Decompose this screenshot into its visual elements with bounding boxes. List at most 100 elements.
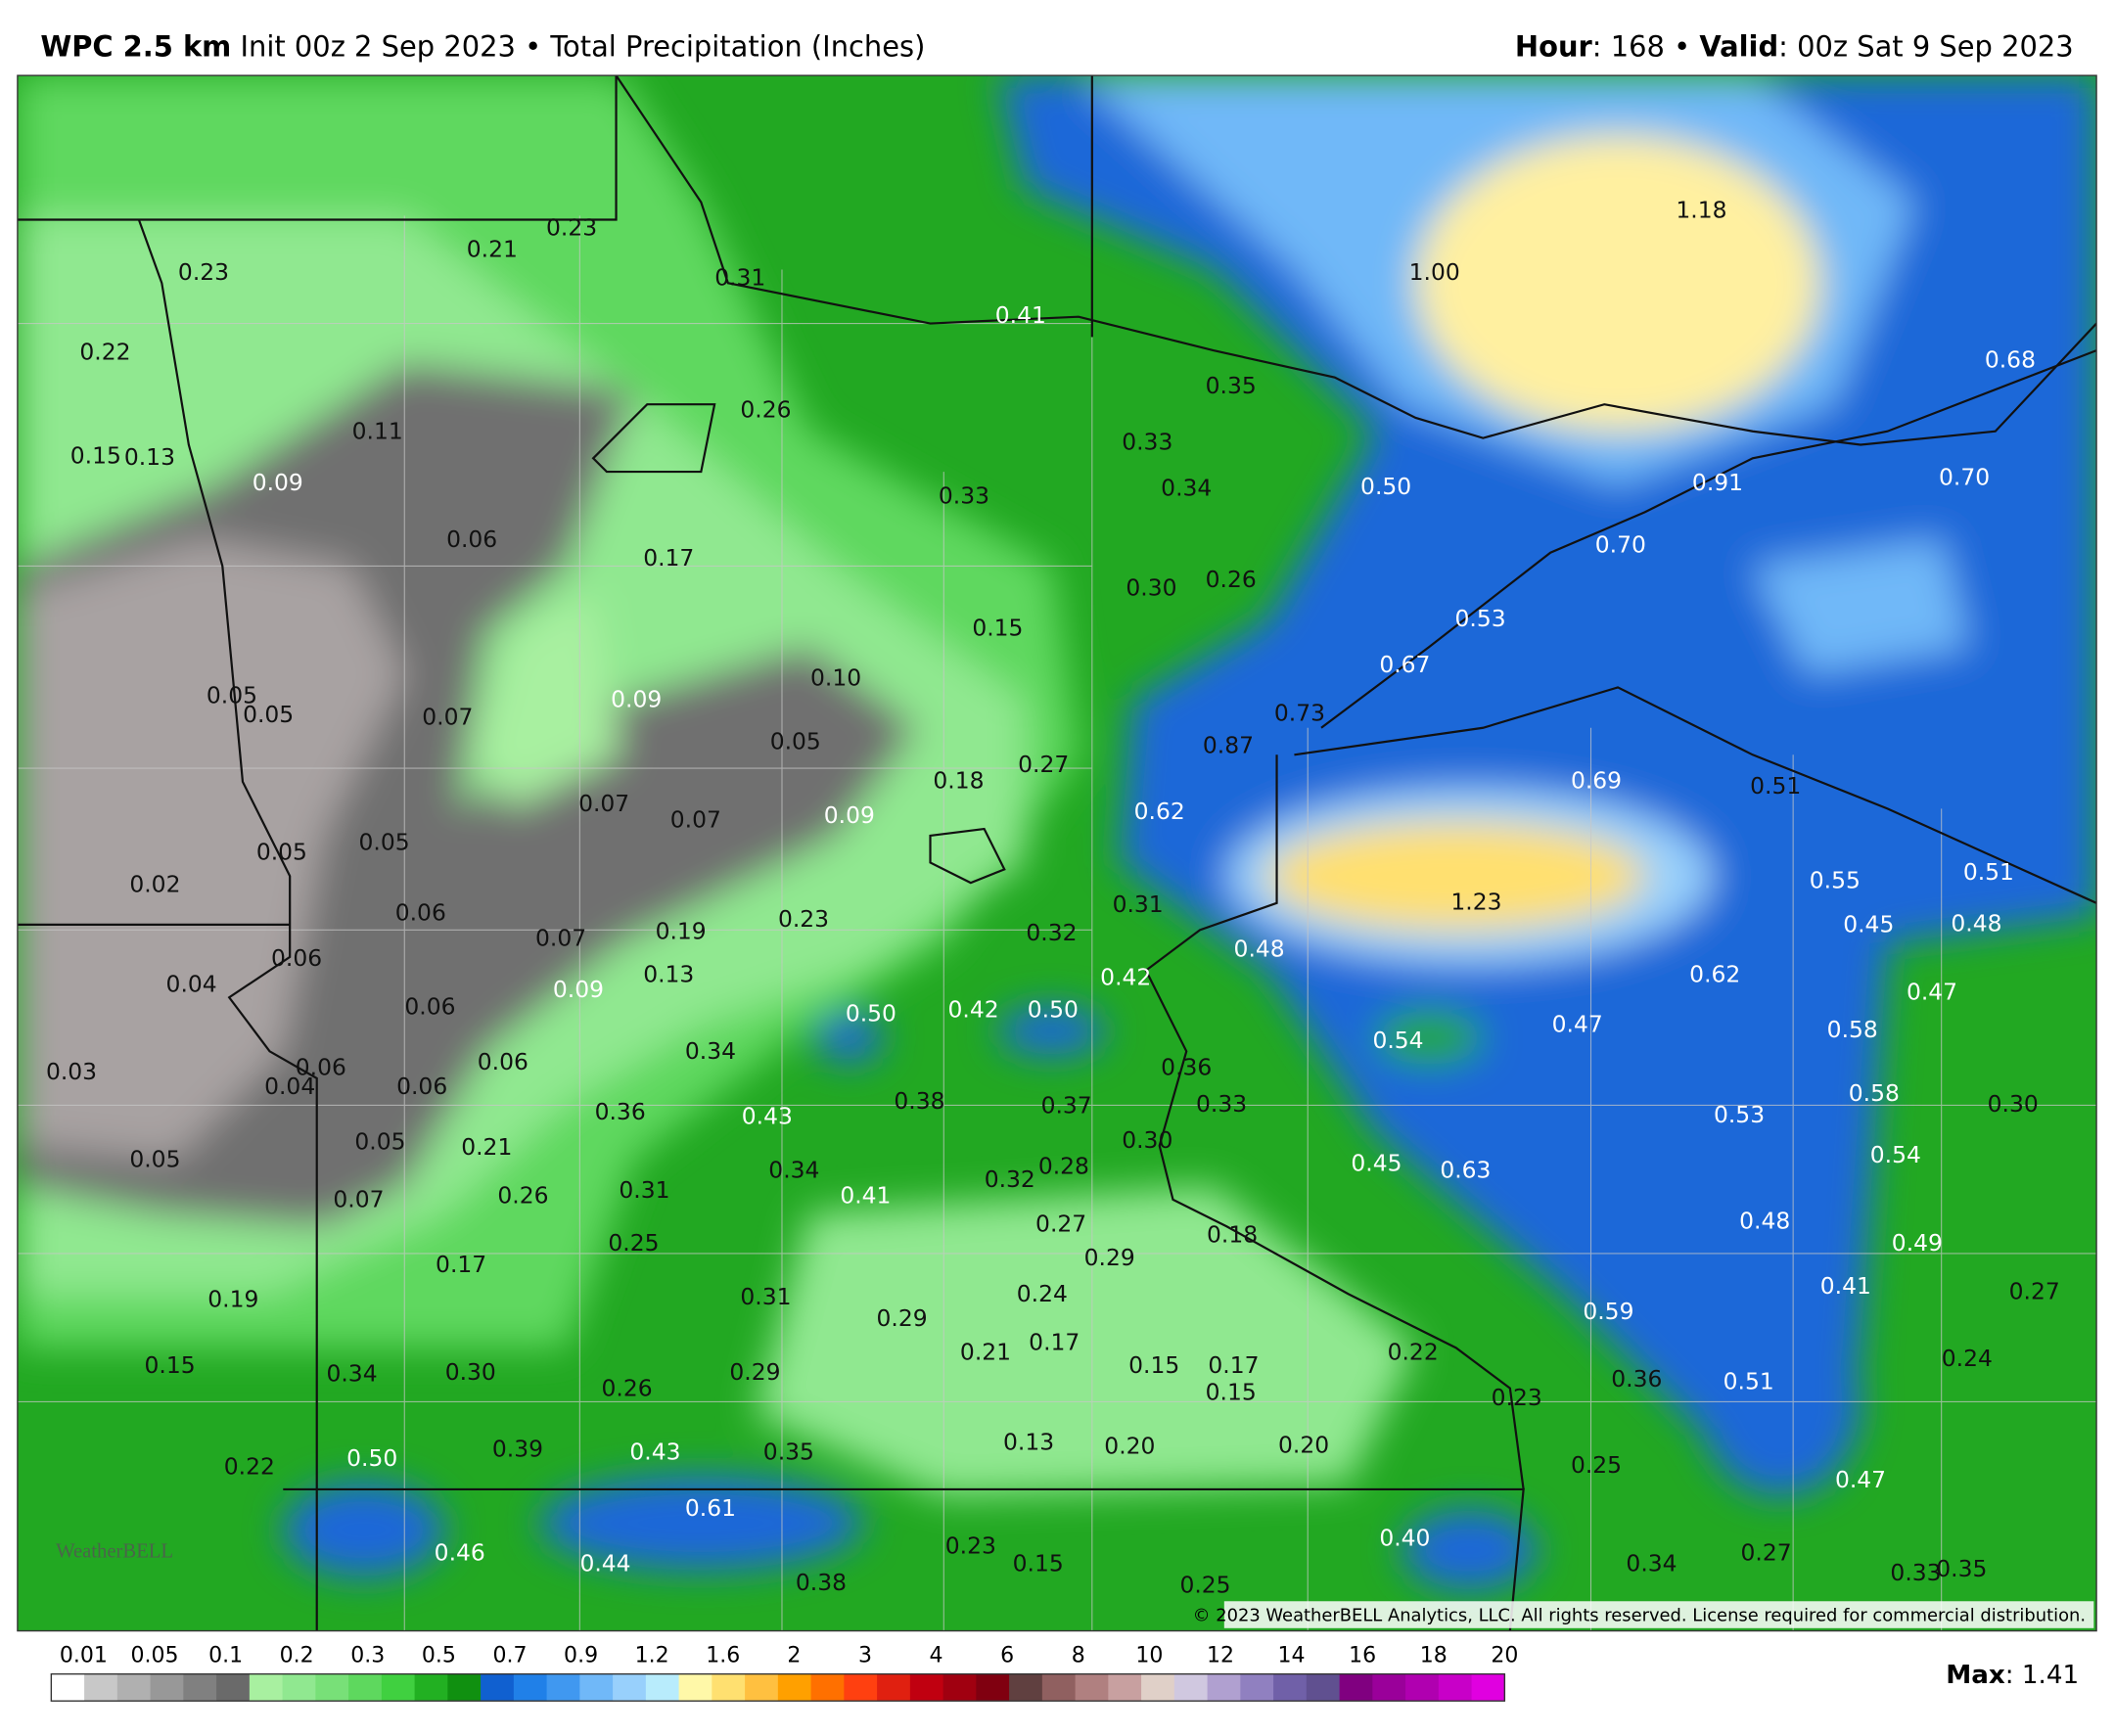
map-value-label: 0.23 xyxy=(1492,1384,1542,1411)
map-value-label: 0.46 xyxy=(435,1539,485,1567)
copyright-bg xyxy=(1223,1601,2094,1628)
map-value-label: 0.20 xyxy=(1278,1431,1329,1458)
precip-field xyxy=(17,75,2097,1631)
map-value-label: 0.05 xyxy=(256,838,307,865)
legend-tick-label: 10 xyxy=(1135,1644,1163,1668)
map-value-label: 0.28 xyxy=(1038,1152,1089,1179)
map-value-label: 0.07 xyxy=(333,1186,384,1213)
hour-label: Hour xyxy=(1515,30,1593,64)
map-value-label: 0.18 xyxy=(1207,1221,1258,1249)
map-value-label: 0.35 xyxy=(763,1438,814,1465)
legend-swatch xyxy=(216,1673,251,1702)
map-value-label: 0.24 xyxy=(1942,1345,1993,1372)
header-right: Hour: 168 • Valid: 00z Sat 9 Sep 2023 xyxy=(1515,30,2074,64)
map-value-label: 0.09 xyxy=(611,686,662,713)
map-value-label: 0.40 xyxy=(1379,1524,1430,1551)
legend-swatch xyxy=(183,1673,217,1702)
map-value-label: 0.67 xyxy=(1379,651,1430,678)
map-value-label: 0.05 xyxy=(243,701,294,728)
legend-swatch xyxy=(1438,1673,1473,1702)
map-value-label: 0.24 xyxy=(1017,1280,1068,1307)
map-value-label: 0.27 xyxy=(2009,1277,2060,1304)
map-value-label: 0.42 xyxy=(1100,963,1151,990)
map-value-label: 0.36 xyxy=(595,1098,646,1125)
map-value-label: 0.17 xyxy=(1029,1329,1080,1356)
map-value-label: 0.21 xyxy=(467,236,518,263)
map-value-label: 0.18 xyxy=(933,766,984,794)
legend-tick-label: 0.2 xyxy=(280,1644,314,1668)
map-value-label: 0.06 xyxy=(395,898,446,926)
map-value-label: 0.51 xyxy=(1750,772,1801,799)
legend-frame xyxy=(50,1672,1506,1702)
map-value-label: 0.06 xyxy=(396,1073,447,1100)
legend-swatch xyxy=(645,1673,680,1702)
legend-swatch xyxy=(481,1673,515,1702)
legend-swatch xyxy=(150,1673,185,1702)
map-value-label: 0.32 xyxy=(985,1165,1035,1193)
legend-swatch xyxy=(1240,1673,1274,1702)
map-value-label: 0.06 xyxy=(478,1048,528,1075)
max: Max: 1.41 xyxy=(1946,1661,2079,1690)
map-value-label: 0.06 xyxy=(271,944,322,972)
map-value-label: 0.47 xyxy=(1552,1011,1603,1038)
legend-swatch xyxy=(116,1673,152,1702)
map-value-label: 0.17 xyxy=(643,544,694,571)
map-value-label: 0.15 xyxy=(1206,1379,1257,1406)
map-value-label: 0.91 xyxy=(1692,469,1743,496)
map-value-label: 0.04 xyxy=(264,1073,315,1100)
map-value-label: 0.34 xyxy=(326,1359,377,1387)
map-value-label: 0.50 xyxy=(846,1000,896,1028)
legend-swatch xyxy=(546,1673,581,1702)
map-value-label: 0.25 xyxy=(608,1229,659,1256)
map-value-label: 0.32 xyxy=(1026,919,1077,946)
legend-swatch xyxy=(447,1673,482,1702)
legend-tick-label: 16 xyxy=(1349,1644,1376,1668)
map-value-label: 0.27 xyxy=(1018,751,1069,778)
map-value-label: 0.03 xyxy=(46,1058,97,1085)
map-value-label: 0.23 xyxy=(778,905,829,933)
legend-tick-label: 18 xyxy=(1420,1644,1448,1668)
max-label: Max xyxy=(1946,1661,2005,1690)
legend-swatch xyxy=(1041,1673,1077,1702)
map-value-label: 0.31 xyxy=(714,264,765,292)
legend-tick-label: 0.9 xyxy=(564,1644,598,1668)
map-value-label: 0.09 xyxy=(253,469,303,496)
map-frame xyxy=(17,74,2097,1632)
map-value-label: 0.58 xyxy=(1827,1016,1878,1043)
legend-tick-label: 0.1 xyxy=(208,1644,243,1668)
map-value-label: 0.30 xyxy=(1988,1090,2039,1118)
map-value-label: 0.21 xyxy=(461,1133,512,1161)
legend-swatch xyxy=(909,1673,944,1702)
map-value-label: 0.68 xyxy=(1985,346,2036,374)
legend-tick-label: 8 xyxy=(1072,1644,1085,1668)
map-value-label: 0.47 xyxy=(1835,1466,1886,1493)
map-value-label: 0.38 xyxy=(796,1569,847,1596)
map-value-label: 0.53 xyxy=(1714,1101,1765,1128)
map-value-label: 0.22 xyxy=(79,338,130,365)
map-value-label: 0.31 xyxy=(1113,891,1164,918)
map-value-label: 0.53 xyxy=(1454,605,1505,632)
map-value-label: 0.07 xyxy=(670,805,721,833)
legend-tick-label: 0.3 xyxy=(350,1644,385,1668)
map-value-label: 0.54 xyxy=(1870,1141,1921,1168)
map-value-label: 0.17 xyxy=(1208,1351,1259,1379)
map-value-label: 0.26 xyxy=(1206,566,1257,593)
map-value-label: 0.33 xyxy=(939,482,989,510)
map-value-label: 0.30 xyxy=(1122,1126,1172,1154)
legend-swatch xyxy=(1173,1673,1209,1702)
map-value-label: 0.45 xyxy=(1351,1150,1402,1177)
map-value-label: 0.55 xyxy=(1810,866,1861,893)
map-value-label: 0.05 xyxy=(207,682,257,709)
map-value-label: 0.23 xyxy=(546,214,597,242)
map-value-label: 0.38 xyxy=(894,1087,944,1115)
legend-tick-label: 1.6 xyxy=(706,1644,740,1668)
map-value-label: 0.29 xyxy=(1084,1244,1135,1271)
map-value-label: 1.23 xyxy=(1450,888,1501,915)
legend-swatch xyxy=(976,1673,1010,1702)
legend-tick-label: 0.7 xyxy=(492,1644,527,1668)
map-value-label: 0.34 xyxy=(768,1156,819,1183)
init: Init 00z 2 Sep 2023 • Total Precipitatio… xyxy=(241,30,926,64)
map-value-label: 0.06 xyxy=(404,993,455,1021)
legend-swatch xyxy=(1009,1673,1043,1702)
map-value-label: 0.36 xyxy=(1611,1365,1662,1393)
